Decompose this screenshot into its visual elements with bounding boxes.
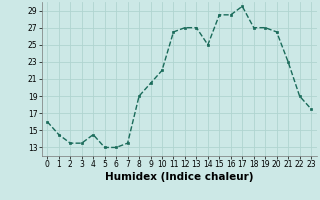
X-axis label: Humidex (Indice chaleur): Humidex (Indice chaleur) [105,172,253,182]
